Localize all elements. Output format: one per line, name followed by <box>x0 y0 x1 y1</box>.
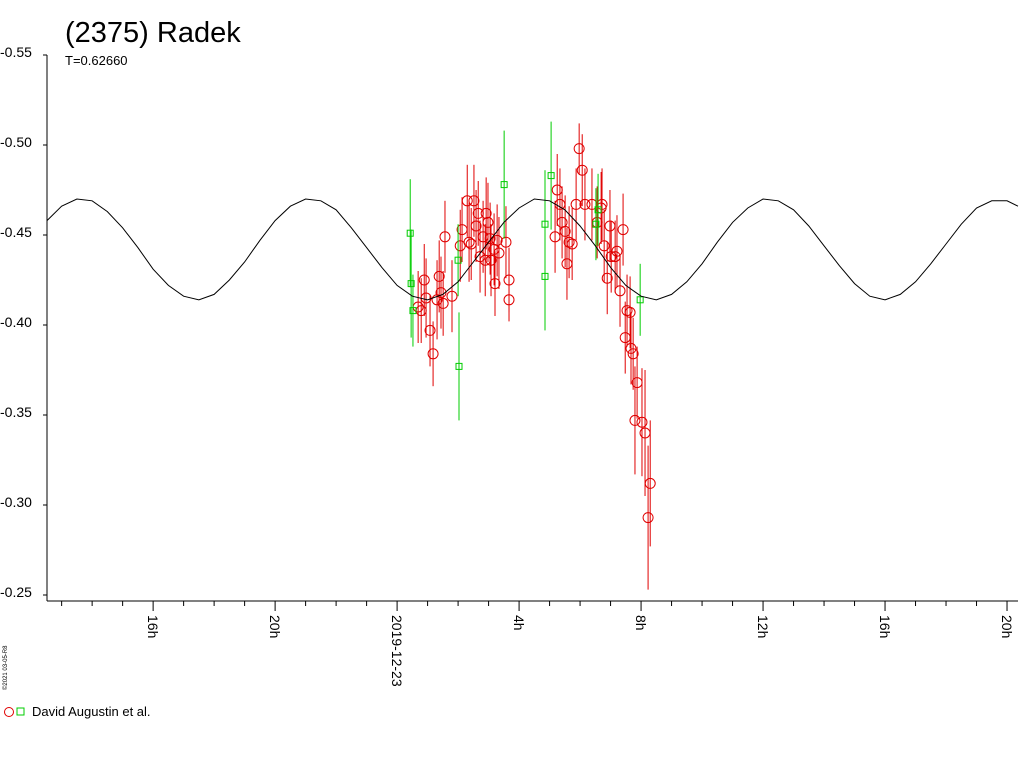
data-point <box>604 220 616 232</box>
data-point <box>629 414 641 426</box>
data-point <box>479 254 491 266</box>
fit-curve <box>46 198 1019 301</box>
data-point <box>592 220 600 228</box>
data-point <box>480 207 492 219</box>
data-point <box>446 290 458 302</box>
data-point <box>470 220 482 232</box>
data-point <box>484 233 496 245</box>
data-point <box>503 274 515 286</box>
data-point <box>468 195 480 207</box>
data-point <box>625 342 637 354</box>
legend-marker <box>16 707 25 716</box>
data-point <box>551 184 563 196</box>
x-tick-label: 20h <box>999 615 1015 638</box>
data-point <box>636 416 648 428</box>
chart-subtitle: T=0.62660 <box>65 53 128 68</box>
data-point <box>541 220 549 228</box>
data-point <box>463 236 475 248</box>
data-point <box>454 256 462 264</box>
data-point <box>472 207 484 219</box>
data-point <box>627 348 639 360</box>
data-point <box>456 224 468 236</box>
data-point <box>427 348 439 360</box>
data-point <box>594 206 602 214</box>
data-point <box>435 287 447 299</box>
data-point <box>485 254 497 266</box>
y-tick-label: -0.25 <box>0 584 32 600</box>
x-tick-label: 20h <box>267 615 283 638</box>
data-point <box>639 427 651 439</box>
data-point <box>433 270 445 282</box>
data-point <box>579 198 591 210</box>
legend-label: David Augustin et al. <box>32 704 151 719</box>
x-tick-label: 16h <box>145 615 161 638</box>
x-tick-label: 4h <box>511 615 527 631</box>
data-point <box>563 236 575 248</box>
data-point <box>407 280 415 288</box>
data-point <box>549 231 561 243</box>
data-point <box>642 512 654 524</box>
chart-title: (2375) Radek <box>65 17 241 49</box>
data-point <box>601 272 613 284</box>
data-point <box>611 245 623 257</box>
data-point <box>477 231 489 243</box>
data-point <box>573 143 585 155</box>
data-point <box>493 247 505 259</box>
y-tick-label: -0.35 <box>0 404 32 420</box>
data-point <box>547 172 555 180</box>
data-point <box>559 225 571 237</box>
x-tick-label: 16h <box>877 615 893 638</box>
data-point <box>439 231 451 243</box>
data-point <box>455 362 463 370</box>
data-point <box>636 296 644 304</box>
data-point <box>406 229 414 237</box>
data-point <box>418 274 430 286</box>
data-point <box>491 234 503 246</box>
footer: ©2021 03-05-R8 <box>2 645 9 690</box>
data-point <box>437 297 449 309</box>
data-point <box>631 377 643 389</box>
data-point <box>541 272 549 280</box>
y-tick-label: -0.30 <box>0 494 32 510</box>
data-point <box>409 307 417 315</box>
data-point <box>609 251 621 263</box>
x-tick-label: 8h <box>633 615 649 631</box>
data-point <box>500 236 512 248</box>
data-point <box>576 164 588 176</box>
y-tick-label: -0.50 <box>0 134 32 150</box>
y-tick-label: -0.40 <box>0 314 32 330</box>
data-point <box>644 477 656 489</box>
data-point <box>461 195 473 207</box>
data-point <box>614 285 626 297</box>
data-point <box>624 306 636 318</box>
data-point <box>596 198 608 210</box>
data-point <box>482 216 494 228</box>
data-point <box>503 294 515 306</box>
y-tick-label: -0.55 <box>0 44 32 60</box>
legend-marker <box>4 707 14 717</box>
data-point <box>619 332 631 344</box>
data-point <box>489 278 501 290</box>
data-point <box>621 305 633 317</box>
y-tick-label: -0.45 <box>0 224 32 240</box>
data-point <box>566 238 578 250</box>
data-point <box>617 224 629 236</box>
x-tick-label: 2019-12-23 <box>389 615 405 687</box>
data-point <box>561 258 573 270</box>
data-point <box>570 198 582 210</box>
data-point <box>500 181 508 189</box>
data-point <box>465 238 477 250</box>
x-tick-label: 12h <box>755 615 771 638</box>
data-point <box>424 324 436 336</box>
data-point <box>598 240 610 252</box>
